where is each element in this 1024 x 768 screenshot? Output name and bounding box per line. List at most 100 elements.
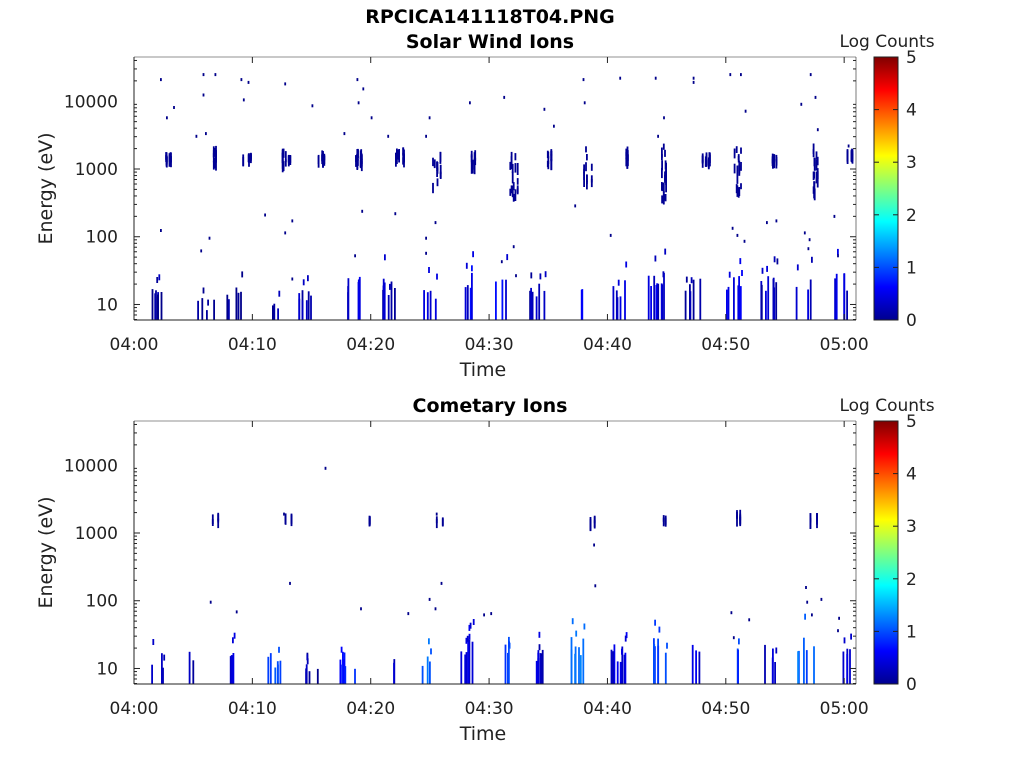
- burst-cell: [511, 171, 514, 184]
- burst-cell: [426, 292, 429, 320]
- x-axis-label: Time: [459, 723, 507, 745]
- burst-cell: [664, 517, 667, 525]
- colorbar-tick-label: 0: [906, 311, 917, 331]
- burst-cell: [516, 178, 519, 185]
- burst-cell: [662, 193, 665, 205]
- burst-cell: [816, 513, 818, 525]
- burst-cell: [666, 642, 668, 649]
- burst-cell: [624, 635, 627, 642]
- scatter-cell: [837, 254, 839, 258]
- burst-cell: [846, 150, 849, 157]
- burst-cell: [250, 154, 252, 164]
- burst-cell: [423, 290, 425, 320]
- burst-cell: [583, 623, 586, 630]
- burst-cell: [512, 193, 515, 202]
- scatter-cell: [166, 116, 168, 120]
- burst-cell: [359, 160, 362, 168]
- burst-cell: [590, 175, 593, 183]
- low-energy-burst: [421, 638, 432, 684]
- scatter-cell: [360, 607, 362, 611]
- burst-cell: [158, 274, 161, 281]
- scatter-cell: [264, 213, 266, 217]
- burst-cell: [162, 667, 164, 684]
- burst-cell: [701, 153, 704, 163]
- burst-cell: [740, 147, 742, 154]
- y-axis-label: Energy (eV): [35, 132, 57, 244]
- burst-cell: [232, 637, 234, 644]
- scatter-cell: [324, 466, 327, 470]
- x-axis-label: Time: [459, 359, 507, 381]
- burst-cell: [663, 272, 665, 320]
- colorbar-label: Log Counts: [839, 32, 934, 52]
- panel-title-cometary: Cometary Ions: [412, 395, 568, 417]
- scatter-cell: [284, 231, 287, 235]
- burst-cell: [206, 310, 208, 320]
- burst-cell: [421, 665, 424, 684]
- burst-cell: [541, 649, 544, 684]
- burst-cell: [535, 660, 538, 684]
- burst-cell: [188, 651, 191, 684]
- low-energy-burst: [684, 276, 702, 320]
- scatter-cell: [311, 104, 314, 108]
- scatter-cell: [483, 613, 485, 617]
- x-tick-label: 05:00: [820, 335, 869, 355]
- burst-cell: [357, 279, 360, 320]
- y-tick-label: 10000: [64, 456, 118, 476]
- burst-cell: [585, 146, 587, 153]
- burst-cell: [316, 668, 319, 684]
- burst-cell: [529, 290, 531, 320]
- low-energy-burst: [612, 261, 628, 320]
- burst-cell: [797, 651, 799, 684]
- burst-cell: [661, 167, 663, 179]
- scatter-cell: [740, 73, 742, 77]
- burst-cell: [816, 178, 819, 188]
- scatter-cell: [512, 245, 515, 249]
- burst-cell: [775, 647, 778, 654]
- burst-cell: [813, 157, 816, 167]
- burst-cell: [625, 152, 628, 160]
- scatter-cell: [425, 236, 427, 240]
- burst-cell: [512, 182, 515, 191]
- burst-cell: [439, 164, 442, 174]
- low-energy-burst: [305, 652, 319, 684]
- burst-cell: [626, 146, 629, 156]
- burst-cell: [586, 154, 588, 161]
- burst-cell: [617, 279, 620, 286]
- burst-cell: [347, 278, 350, 320]
- high-energy-burst: [583, 146, 593, 190]
- scatter-cell: [811, 613, 813, 617]
- scatter-cell: [594, 584, 597, 588]
- burst-cell: [736, 515, 738, 527]
- burst-cell: [301, 300, 304, 320]
- burst-cell: [813, 188, 816, 201]
- burst-cell: [269, 653, 272, 684]
- burst-cell: [433, 159, 436, 169]
- burst-cell: [393, 662, 395, 684]
- burst-cell: [803, 637, 805, 684]
- low-energy-burst: [464, 251, 474, 320]
- burst-cell: [546, 150, 549, 158]
- low-energy-burst: [760, 256, 779, 320]
- burst-cell: [469, 622, 472, 629]
- high-energy-burst: [317, 150, 326, 168]
- burst-cell: [613, 644, 616, 684]
- burst-cell: [550, 158, 553, 171]
- low-energy-burst: [151, 639, 166, 684]
- burst-cell: [615, 290, 618, 320]
- burst-cell: [621, 648, 623, 655]
- burst-cell: [619, 296, 622, 320]
- burst-cell: [514, 163, 517, 173]
- burst-cell: [429, 290, 432, 320]
- burst-cell: [658, 626, 661, 633]
- burst-cell: [511, 163, 514, 174]
- low-energy-burst: [764, 644, 778, 684]
- burst-cell: [664, 173, 667, 183]
- burst-cell: [426, 656, 429, 684]
- burst-cell: [654, 619, 656, 626]
- burst-cell: [737, 154, 740, 161]
- burst-cell: [571, 618, 574, 625]
- burst-cell: [510, 160, 513, 170]
- burst-cell: [733, 277, 735, 320]
- burst-cell: [843, 637, 846, 644]
- low-energy-burst: [834, 248, 848, 320]
